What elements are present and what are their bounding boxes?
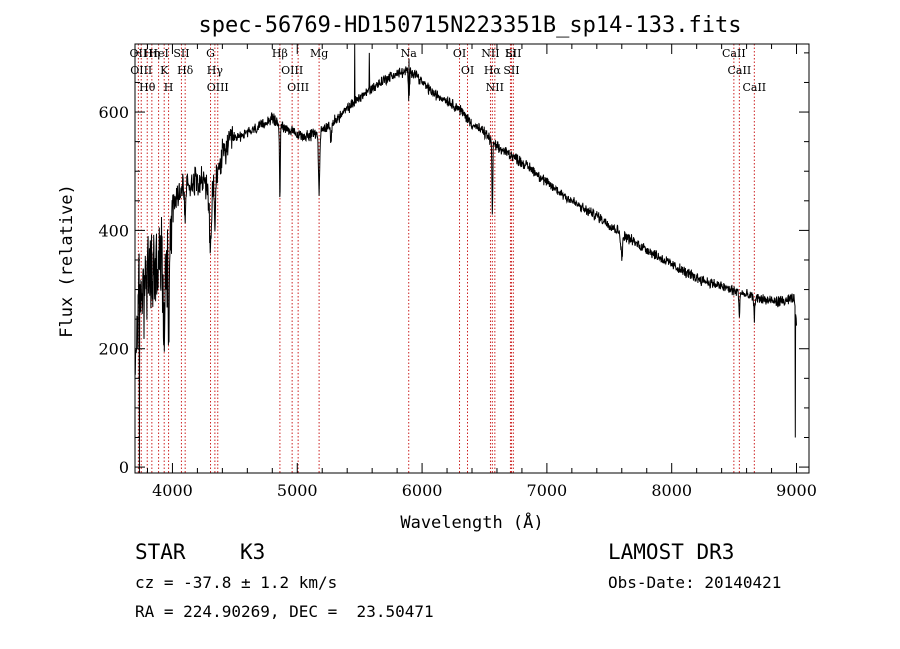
line-marker-label: OI [461,64,474,77]
y-tick-label: 0 [119,458,129,477]
line-marker-label: Na [401,47,418,60]
line-marker-label: SII [505,47,521,60]
object-class: STAR [135,540,186,564]
object-subclass: K3 [240,540,266,564]
y-tick-label: 400 [98,221,129,240]
survey-name: LAMOST DR3 [608,540,735,564]
line-marker-label: NII [481,47,499,60]
chart-title: spec-56769-HD150715N223351B_sp14-133.fit… [198,13,741,38]
x-tick-label: 8000 [651,481,692,500]
y-axis-label: Flux (relative) [57,184,77,338]
line-marker-label: OI [453,47,466,60]
line-marker-label: Hη [144,47,160,60]
y-tick-label: 600 [98,103,129,122]
coordinates: RA = 224.90269, DEC = 23.50471 [135,602,434,621]
x-tick-label: 9000 [776,481,817,500]
line-marker-label: NII [486,81,504,94]
line-marker-label: Mg [310,47,328,60]
x-tick-label: 7000 [527,481,568,500]
y-tick-label: 200 [98,340,129,359]
line-marker-label: OIII [287,81,309,94]
x-tick-label: 4000 [152,481,193,500]
redshift-readout: cz = -37.8 ± 1.2 km/s [135,573,338,592]
obs-date: Obs-Date: 20140421 [608,573,782,592]
line-marker-label: OIII [281,64,303,77]
line-markers [137,44,755,473]
plot-frame [134,43,810,474]
line-marker-label: Hα [484,64,502,77]
line-marker-label: Hθ [139,81,156,94]
line-marker-label: Li [505,47,516,60]
line-marker-label: G [206,47,215,60]
x-axis-label: Wavelength (Å) [400,511,543,533]
line-marker-label: OIII [130,64,152,77]
line-marker-label: CaII [728,64,752,77]
line-marker-label: CaII [742,81,766,94]
line-marker-label: Hδ [177,64,194,77]
line-marker-label: SII [173,47,189,60]
x-axis-ticks: 4000 5000 6000 7000 8000 9000 [146,44,817,500]
line-marker-label: OIII [207,81,229,94]
x-tick-label: 5000 [277,481,318,500]
line-marker-label: K [160,64,169,77]
line-marker-label: SII [503,64,519,77]
line-marker-label: HeI [148,47,168,60]
spectrum-line [134,43,797,474]
y-axis-ticks: 0 200 400 600 [98,52,809,477]
line-marker-label: OII [130,47,148,60]
line-marker-label: CaII [722,47,746,60]
line-marker-label: Hγ [207,64,224,77]
line-marker-label: H [164,81,174,94]
x-tick-label: 6000 [402,481,443,500]
line-marker-label: Hβ [272,47,288,60]
